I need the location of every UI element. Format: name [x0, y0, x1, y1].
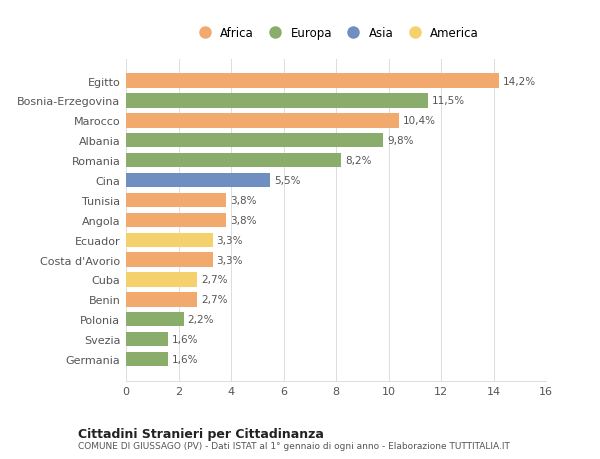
Text: 2,7%: 2,7%	[201, 275, 227, 285]
Bar	[126, 273, 197, 287]
Bar	[126, 174, 271, 188]
Bar	[126, 134, 383, 148]
Text: 9,8%: 9,8%	[387, 136, 413, 146]
Bar	[126, 94, 428, 108]
Text: 3,3%: 3,3%	[217, 235, 243, 245]
Bar	[126, 154, 341, 168]
Text: 3,8%: 3,8%	[230, 215, 256, 225]
Bar	[126, 233, 212, 247]
Bar	[126, 253, 212, 267]
Bar	[126, 193, 226, 207]
Bar	[126, 352, 168, 366]
Text: 2,2%: 2,2%	[188, 314, 214, 325]
Text: COMUNE DI GIUSSAGO (PV) - Dati ISTAT al 1° gennaio di ogni anno - Elaborazione T: COMUNE DI GIUSSAGO (PV) - Dati ISTAT al …	[78, 441, 510, 450]
Text: Cittadini Stranieri per Cittadinanza: Cittadini Stranieri per Cittadinanza	[78, 427, 324, 440]
Text: 3,3%: 3,3%	[217, 255, 243, 265]
Bar	[126, 332, 168, 347]
Text: 3,8%: 3,8%	[230, 196, 256, 206]
Text: 2,7%: 2,7%	[201, 295, 227, 305]
Bar	[126, 74, 499, 89]
Text: 10,4%: 10,4%	[403, 116, 436, 126]
Text: 11,5%: 11,5%	[432, 96, 465, 106]
Bar	[126, 292, 197, 307]
Bar	[126, 313, 184, 327]
Text: 1,6%: 1,6%	[172, 354, 199, 364]
Text: 14,2%: 14,2%	[503, 77, 536, 86]
Bar	[126, 213, 226, 228]
Bar	[126, 114, 399, 128]
Legend: Africa, Europa, Asia, America: Africa, Europa, Asia, America	[193, 27, 479, 40]
Text: 1,6%: 1,6%	[172, 335, 199, 344]
Text: 8,2%: 8,2%	[345, 156, 371, 166]
Text: 5,5%: 5,5%	[274, 176, 301, 185]
